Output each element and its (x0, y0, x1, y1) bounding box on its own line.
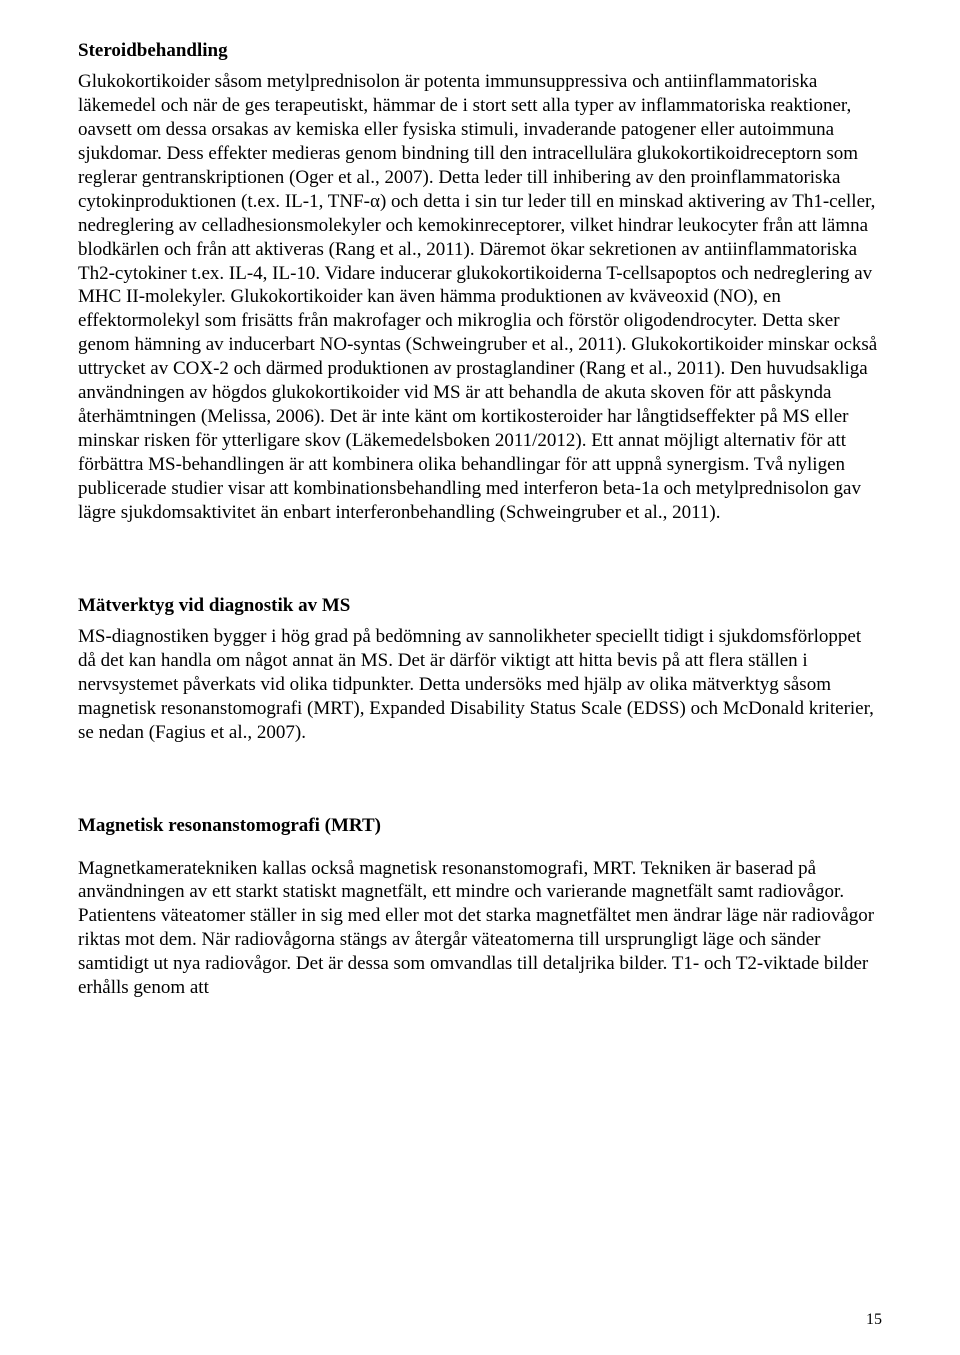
section-gap (78, 745, 882, 779)
page-number: 15 (866, 1311, 882, 1329)
section-heading-steroid: Steroidbehandling (78, 40, 882, 62)
section-heading-diagnostik: Mätverktyg vid diagnostik av MS (78, 595, 882, 617)
paragraph-diagnostik: MS-diagnostiken bygger i hög grad på bed… (78, 625, 882, 745)
paragraph-mrt: Magnetkameratekniken kallas också magnet… (78, 857, 882, 1001)
section-heading-mrt: Magnetisk resonanstomografi (MRT) (78, 815, 882, 837)
spacer (78, 845, 882, 857)
page-container: Steroidbehandling Glukokortikoider såsom… (0, 0, 960, 1355)
paragraph-steroid: Glukokortikoider såsom metylprednisolon … (78, 70, 882, 525)
section-gap (78, 525, 882, 559)
